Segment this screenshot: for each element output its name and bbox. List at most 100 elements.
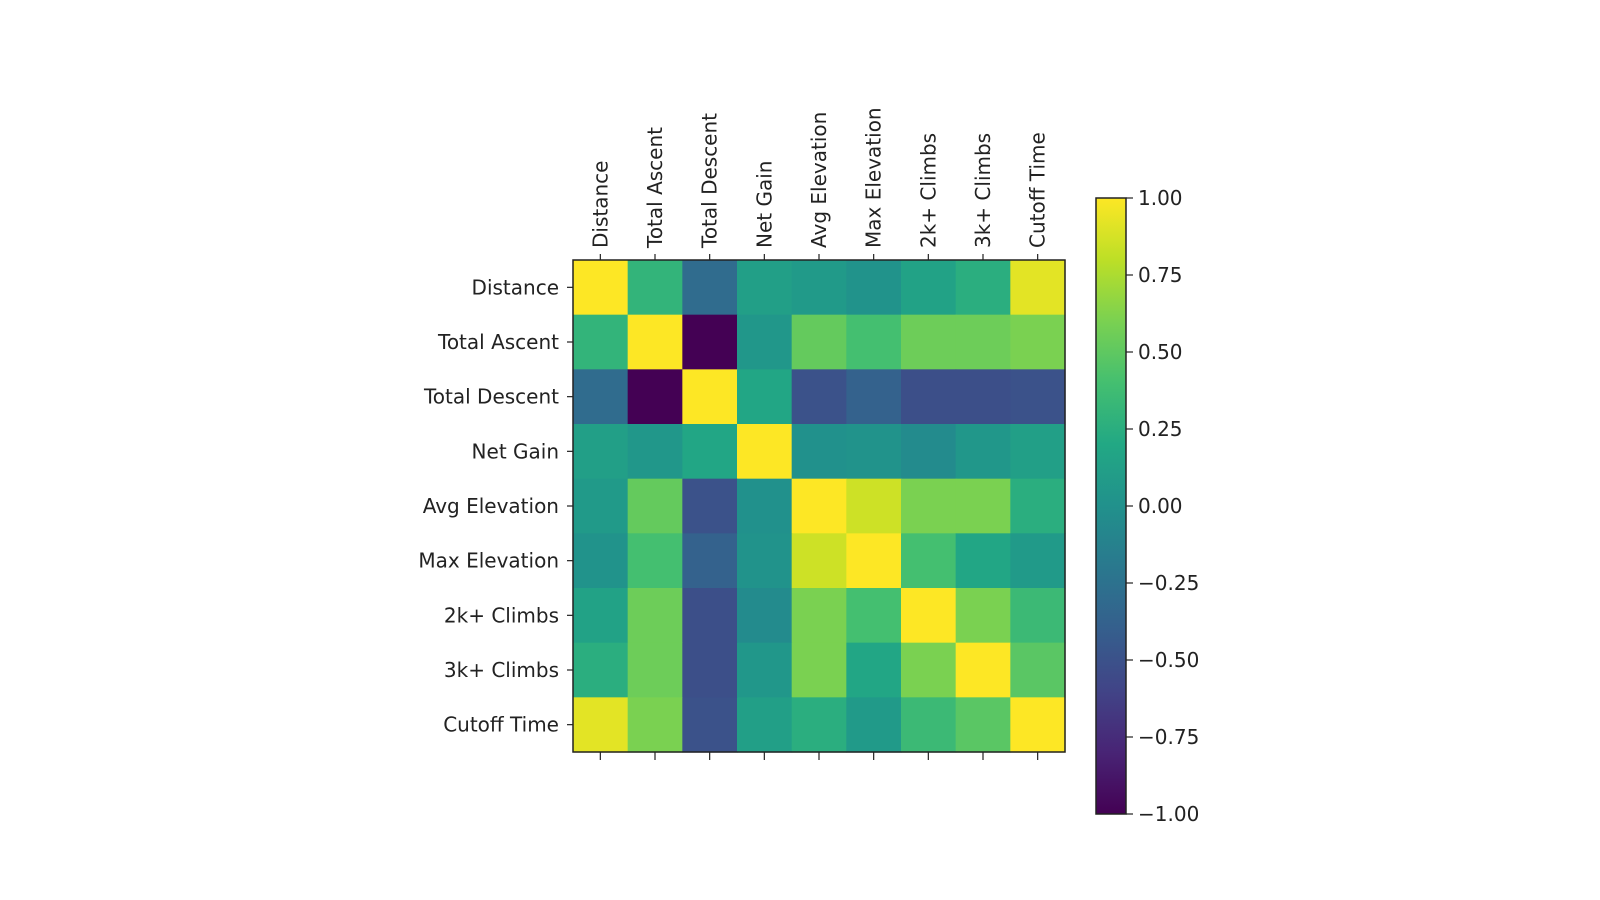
colorbar-tick-label: 1.00: [1138, 186, 1183, 210]
x-tick-label: Net Gain: [752, 161, 776, 248]
heatmap-cell: [573, 314, 629, 370]
heatmap-cell: [955, 478, 1011, 534]
y-tick-label: 3k+ Climbs: [444, 658, 559, 682]
heatmap-cell: [1010, 260, 1066, 316]
heatmap-cell: [901, 533, 957, 589]
heatmap-cell: [955, 588, 1011, 644]
heatmap-cell: [627, 260, 683, 316]
heatmap-cell: [901, 314, 957, 370]
y-tick-label: Total Descent: [423, 385, 559, 409]
heatmap-cell: [791, 260, 847, 316]
colorbar-gradient: [1095, 197, 1127, 815]
x-tick-label: Max Elevation: [862, 107, 886, 248]
heatmap-cell: [846, 314, 902, 370]
heatmap-cell: [901, 260, 957, 316]
colorbar-ticks: 1.00 0.75 0.50 0.25 0.00 −0.25 −0.50 −0.75 −1.00: [1126, 186, 1199, 826]
heatmap-cell: [901, 478, 957, 534]
colorbar-tick-label: −0.75: [1138, 725, 1199, 749]
x-axis-ticks: Distance Total Ascent Total Descent Net Gai…: [588, 107, 1050, 760]
y-tick-label: Net Gain: [472, 439, 559, 463]
y-tick-label: Avg Elevation: [423, 494, 559, 518]
y-tick-label: Cutoff Time: [443, 713, 559, 737]
x-tick-label: Total Ascent: [643, 127, 667, 249]
heatmap-cell: [627, 314, 683, 370]
heatmap-cell: [737, 314, 793, 370]
heatmap-cell: [573, 260, 629, 316]
heatmap-cell: [901, 369, 957, 425]
y-tick-label: Distance: [472, 275, 559, 299]
heatmap-cell: [901, 424, 957, 480]
heatmap-cell: [846, 478, 902, 534]
colorbar-tick-label: −0.25: [1138, 571, 1199, 595]
y-tick-label: 2k+ Climbs: [444, 603, 559, 627]
heatmap-cell: [737, 424, 793, 480]
heatmap-cell: [791, 424, 847, 480]
heatmap-cell: [791, 478, 847, 534]
heatmap-cell: [573, 588, 629, 644]
heatmap-cell: [737, 369, 793, 425]
heatmap-cell: [737, 533, 793, 589]
heatmap-cell: [573, 369, 629, 425]
heatmap-cell: [627, 478, 683, 534]
heatmap-cell: [627, 424, 683, 480]
heatmap-cell: [573, 697, 629, 753]
heatmap-cell: [846, 533, 902, 589]
heatmap-cell: [791, 314, 847, 370]
colorbar-tick-label: 0.00: [1138, 494, 1183, 518]
heatmap-cell: [955, 260, 1011, 316]
colorbar-tick-label: 0.50: [1138, 340, 1183, 364]
y-axis-ticks: Distance Total Ascent Total Descent Net Gai…: [418, 275, 573, 737]
heatmap-cell: [955, 369, 1011, 425]
heatmap-cell: [627, 697, 683, 753]
heatmap-cell: [682, 478, 738, 534]
heatmap-cell: [682, 369, 738, 425]
heatmap-cell: [846, 588, 902, 644]
heatmap-cell: [682, 588, 738, 644]
heatmap-cell: [955, 424, 1011, 480]
colorbar-tick-label: 0.25: [1138, 417, 1183, 441]
heatmap-cell: [682, 260, 738, 316]
heatmap-cell: [737, 260, 793, 316]
heatmap-cell: [846, 697, 902, 753]
heatmap-cell: [955, 314, 1011, 370]
heatmap-cell: [627, 369, 683, 425]
heatmap-cell: [682, 697, 738, 753]
heatmap-cell: [846, 260, 902, 316]
colorbar-tick-label: 0.75: [1138, 263, 1183, 287]
heatmap-cell: [1010, 697, 1066, 753]
heatmap-cell: [846, 424, 902, 480]
heatmap-cell: [737, 642, 793, 698]
heatmap-cell: [791, 588, 847, 644]
heatmap-cell: [1010, 369, 1066, 425]
x-tick-label: Total Descent: [698, 113, 722, 249]
heatmap-cell: [901, 642, 957, 698]
x-tick-label: 2k+ Climbs: [916, 133, 940, 248]
heatmap-cell: [955, 533, 1011, 589]
heatmap-cell: [627, 588, 683, 644]
heatmap-cell: [955, 642, 1011, 698]
heatmap-cells: [573, 260, 1066, 753]
colorbar-tick-label: −1.00: [1138, 802, 1199, 826]
heatmap-cell: [737, 478, 793, 534]
heatmap-cell: [573, 424, 629, 480]
heatmap-cell: [682, 642, 738, 698]
heatmap-cell: [846, 369, 902, 425]
heatmap-cell: [846, 642, 902, 698]
x-tick-label: Distance: [588, 161, 612, 248]
heatmap-cell: [1010, 533, 1066, 589]
x-tick-label: Avg Elevation: [807, 112, 831, 248]
heatmap-cell: [1010, 424, 1066, 480]
y-tick-label: Max Elevation: [418, 549, 559, 573]
heatmap-cell: [1010, 588, 1066, 644]
colorbar-tick-label: −0.50: [1138, 648, 1199, 672]
heatmap-cell: [737, 697, 793, 753]
y-tick-label: Total Ascent: [437, 330, 559, 354]
heatmap-cell: [737, 588, 793, 644]
heatmap-cell: [791, 642, 847, 698]
heatmap-cell: [791, 533, 847, 589]
heatmap-cell: [682, 533, 738, 589]
heatmap-cell: [627, 642, 683, 698]
heatmap-cell: [901, 697, 957, 753]
heatmap-cell: [627, 533, 683, 589]
